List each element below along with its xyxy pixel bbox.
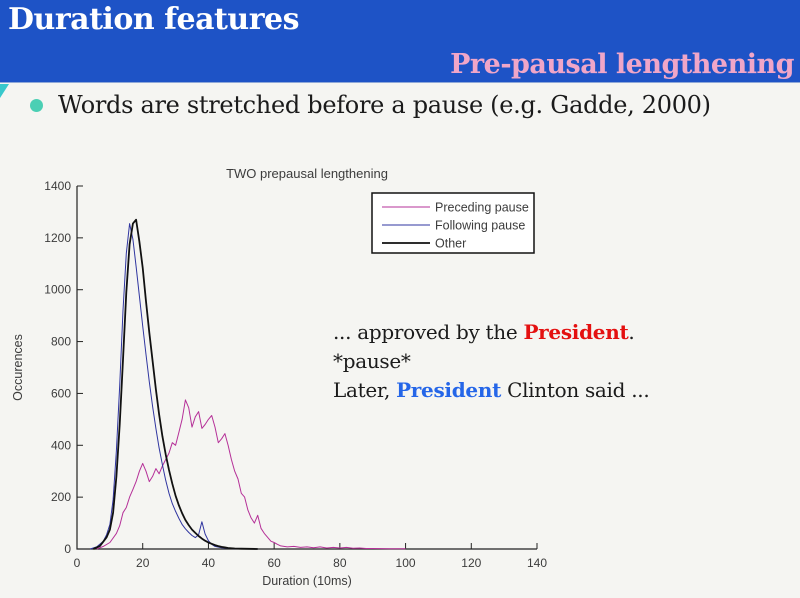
slide-subtitle: Pre-pausal lengthening bbox=[450, 49, 794, 80]
example-line-2: Later, President Clinton said ... bbox=[333, 378, 650, 402]
example-line-1: ... approved by the President. *pause* bbox=[333, 320, 635, 373]
x-tick-label: 60 bbox=[267, 556, 281, 570]
series-following-pause bbox=[89, 223, 242, 550]
histogram-chart: 0 200 400 600 800 1000 1200 1400 0 20 40 60 80 100 120… bbox=[11, 166, 547, 588]
x-tick-label: 0 bbox=[74, 556, 81, 570]
bullet-icon bbox=[30, 99, 43, 112]
y-tick-label: 0 bbox=[64, 542, 71, 556]
corner-accent-triangle bbox=[0, 84, 9, 98]
slide-title: Duration features bbox=[8, 2, 299, 37]
chart-title: TWO prepausal lengthening bbox=[226, 166, 388, 181]
legend-label: Other bbox=[435, 237, 466, 251]
bullet-item: Words are stretched before a pause (e.g.… bbox=[30, 88, 770, 122]
y-tick-label: 1400 bbox=[44, 179, 71, 193]
y-tick-label: 400 bbox=[51, 438, 71, 452]
x-tick-label: 20 bbox=[136, 556, 150, 570]
y-tick-label: 800 bbox=[51, 335, 71, 349]
x-tick-label: 120 bbox=[461, 556, 481, 570]
series-other bbox=[93, 218, 258, 550]
president-red-text: President bbox=[523, 320, 629, 344]
bullet-text: Words are stretched before a pause (e.g.… bbox=[58, 91, 711, 119]
x-tick-label: 100 bbox=[396, 556, 416, 570]
x-tick-label: 80 bbox=[333, 556, 347, 570]
slide-header: Duration features Pre-pausal lengthening bbox=[0, 0, 800, 83]
x-tick-label: 140 bbox=[527, 556, 547, 570]
legend-label: Following pause bbox=[435, 219, 525, 233]
y-axis-label: Occurences bbox=[11, 334, 25, 401]
y-tick-label: 600 bbox=[51, 386, 71, 400]
example-sentence: ... approved by the President. *pause* L… bbox=[333, 318, 693, 405]
president-blue-text: President bbox=[396, 378, 502, 402]
y-tick-label: 1000 bbox=[44, 283, 71, 297]
x-tick-label: 40 bbox=[202, 556, 216, 570]
series-preceding-pause bbox=[96, 399, 406, 550]
legend-label: Preceding pause bbox=[435, 201, 529, 215]
y-tick-label: 200 bbox=[51, 490, 71, 504]
y-tick-label: 1200 bbox=[44, 231, 71, 245]
x-axis-label: Duration (10ms) bbox=[262, 574, 352, 588]
